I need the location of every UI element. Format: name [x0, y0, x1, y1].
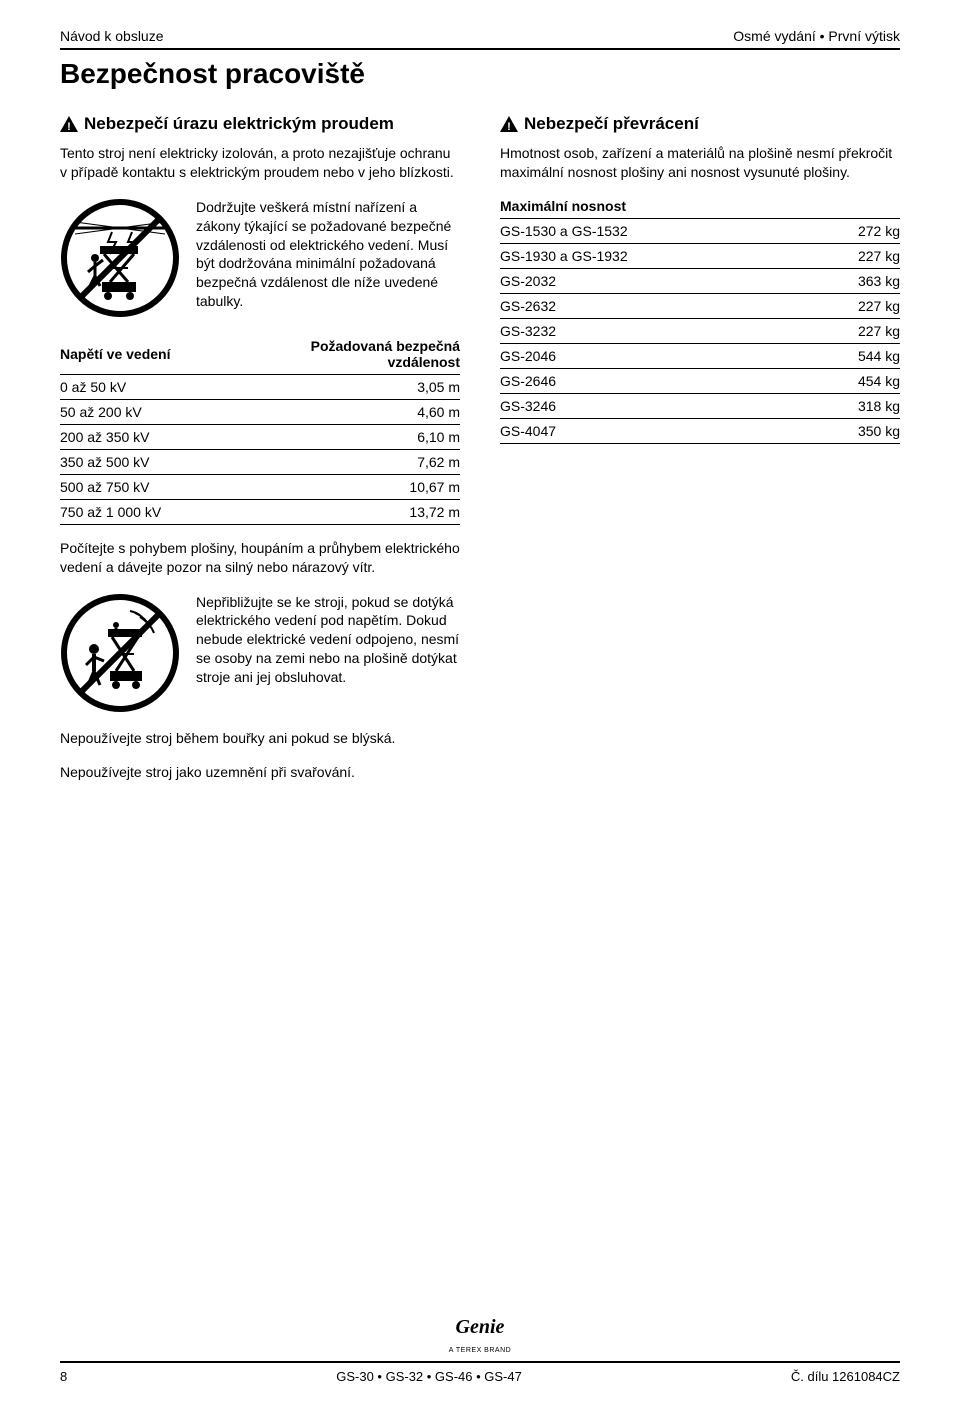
electrical-side-text-2: Nepřibližujte se ke stroji, pokud se dot…	[196, 593, 460, 687]
table-row: 750 až 1 000 kV13,72 m	[60, 499, 460, 524]
table-row: GS-2646454 kg	[500, 368, 900, 393]
prohibit-row-2: Nepřibližujte se ke stroji, pokud se dot…	[60, 593, 460, 713]
model-list: GS-30 • GS-32 • GS-46 • GS-47	[336, 1369, 522, 1384]
no-approach-machine-icon	[60, 593, 180, 713]
header-left: Návod k obsluze	[60, 28, 164, 44]
voltage-table-body: 0 až 50 kV3,05 m 50 až 200 kV4,60 m 200 …	[60, 374, 460, 524]
header-rule	[60, 48, 900, 50]
warning-triangle-icon: !	[60, 116, 78, 132]
genie-logo-sub: A TEREX BRAND	[449, 1347, 511, 1354]
table-row: 0 až 50 kV3,05 m	[60, 374, 460, 399]
table-row: GS-4047350 kg	[500, 418, 900, 443]
table-row: GS-1930 a GS-1932227 kg	[500, 243, 900, 268]
voltage-col-header: Napětí ve vedení	[60, 334, 230, 375]
footer-line: 8 GS-30 • GS-32 • GS-46 • GS-47 Č. dílu …	[60, 1369, 900, 1384]
tipover-hazard-label: Nebezpečí převrácení	[524, 114, 699, 134]
page-title: Bezpečnost pracoviště	[60, 58, 900, 90]
content-columns: ! Nebezpečí úrazu elektrickým proudem Te…	[60, 114, 900, 798]
svg-text:!: !	[507, 121, 511, 132]
electrical-hazard-label: Nebezpečí úrazu elektrickým proudem	[84, 114, 394, 134]
table-row: GS-3232227 kg	[500, 318, 900, 343]
electrical-intro-text: Tento stroj není elektricky izolován, a …	[60, 144, 460, 182]
warning-triangle-icon: !	[500, 116, 518, 132]
electrical-para-3: Nepoužívejte stroj během bouřky ani poku…	[60, 729, 460, 748]
capacity-table: GS-1530 a GS-1532272 kg GS-1930 a GS-193…	[500, 219, 900, 444]
left-column: ! Nebezpečí úrazu elektrickým proudem Te…	[60, 114, 460, 798]
footer-rule	[60, 1361, 900, 1363]
table-row: GS-2032363 kg	[500, 268, 900, 293]
table-row: 500 až 750 kV10,67 m	[60, 474, 460, 499]
table-row: GS-2046544 kg	[500, 343, 900, 368]
page-header: Návod k obsluze Osmé vydání • První výti…	[60, 28, 900, 44]
tipover-intro-text: Hmotnost osob, zařízení a materiálů na p…	[500, 144, 900, 182]
header-right: Osmé vydání • První výtisk	[733, 28, 900, 44]
tipover-hazard-title: ! Nebezpečí převrácení	[500, 114, 900, 134]
footer-logo: Genie A TEREX BRAND	[60, 1316, 900, 1357]
svg-text:!: !	[67, 121, 71, 132]
electrical-side-text-1: Dodržujte veškerá místní nařízení a záko…	[196, 198, 460, 311]
electrical-hazard-title: ! Nebezpečí úrazu elektrickým proudem	[60, 114, 460, 134]
prohibit-row-1: Dodržujte veškerá místní nařízení a záko…	[60, 198, 460, 318]
table-row: GS-2632227 kg	[500, 293, 900, 318]
no-electrical-contact-icon	[60, 198, 180, 318]
page-number: 8	[60, 1369, 67, 1384]
table-row: 200 až 350 kV6,10 m	[60, 424, 460, 449]
table-row: 50 až 200 kV4,60 m	[60, 399, 460, 424]
part-number: Č. dílu 1261084CZ	[791, 1369, 900, 1384]
genie-logo-text: Genie	[456, 1316, 505, 1338]
electrical-para-2: Počítejte s pohybem plošiny, houpáním a …	[60, 539, 460, 577]
right-column: ! Nebezpečí převrácení Hmotnost osob, za…	[500, 114, 900, 798]
table-row: 350 až 500 kV7,62 m	[60, 449, 460, 474]
capacity-header: Maximální nosnost	[500, 198, 900, 219]
distance-col-header: Požadovaná bezpečná vzdálenost	[230, 334, 460, 375]
table-row: GS-3246318 kg	[500, 393, 900, 418]
page-footer: Genie A TEREX BRAND 8 GS-30 • GS-32 • GS…	[60, 1316, 900, 1384]
voltage-clearance-table: Napětí ve vedení Požadovaná bezpečná vzd…	[60, 334, 460, 525]
electrical-para-4: Nepoužívejte stroj jako uzemnění při sva…	[60, 763, 460, 782]
table-row: GS-1530 a GS-1532272 kg	[500, 219, 900, 244]
